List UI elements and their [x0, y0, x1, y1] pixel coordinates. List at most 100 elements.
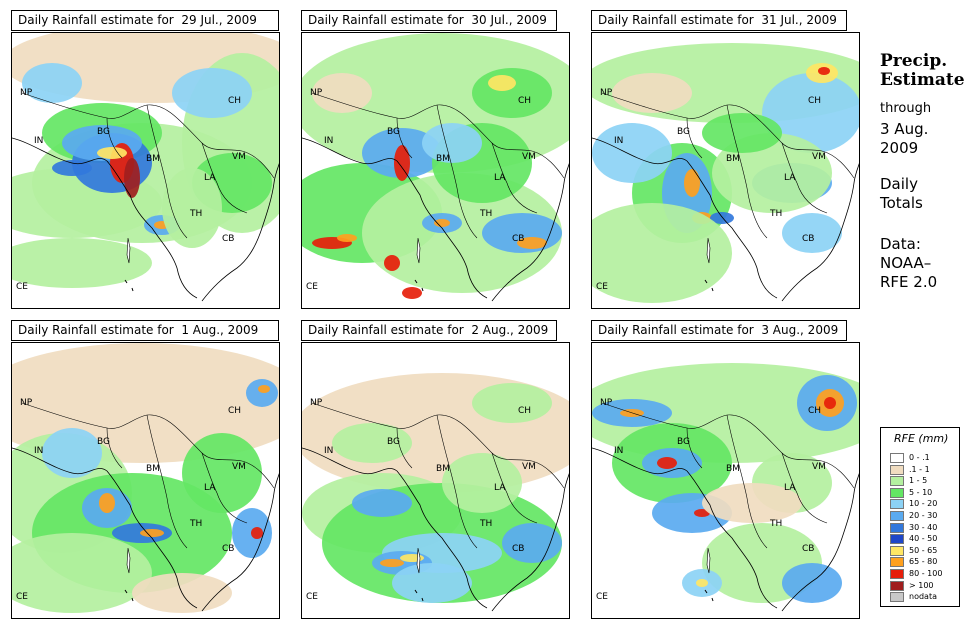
country-label-la: LA [784, 173, 796, 183]
data-source-line-2: NOAA– [880, 254, 932, 272]
totals-line-2: Totals [880, 194, 923, 212]
country-label-in: IN [34, 136, 44, 146]
rainfall-area [12, 533, 152, 613]
legend-swatch [890, 580, 904, 591]
legend-label: 10 - 20 [909, 499, 938, 509]
rainfall-area [392, 563, 472, 603]
rainfall-area [362, 173, 562, 293]
country-label-ch: CH [808, 96, 822, 106]
legend-label: .1 - 1 [909, 464, 930, 474]
map-canvas [592, 33, 859, 308]
country-label-in: IN [614, 446, 624, 456]
rainfall-area [162, 168, 222, 248]
legend-swatch [890, 499, 904, 510]
legend-swatch [890, 522, 904, 533]
rainfall-area [384, 255, 400, 271]
country-borders [311, 92, 565, 239]
rainfall-area [762, 73, 859, 153]
map-canvas [302, 33, 569, 308]
country-label-la: LA [204, 483, 216, 493]
country-label-cb: CB [512, 234, 525, 244]
rainfall-map: NP CH IN BG BM VM LA TH CB CE [301, 342, 570, 619]
legend-swatch [890, 476, 904, 487]
rainfall-area [352, 489, 412, 517]
rainfall-area [782, 563, 842, 603]
rainfall-area [380, 559, 404, 567]
rainfall-map: NP CH IN BG BM VM LA TH CB CE [301, 32, 570, 309]
rainfall-area [246, 379, 278, 407]
country-label-vm: VM [812, 152, 826, 162]
through-label: through [880, 101, 932, 116]
coastline [12, 137, 279, 302]
island [414, 589, 424, 602]
legend-swatch [890, 557, 904, 568]
country-label-cb: CB [802, 544, 815, 554]
rainfall-area [422, 123, 482, 163]
rainfall-area [394, 145, 410, 181]
legend-swatch [890, 464, 904, 475]
country-label-ch: CH [518, 406, 532, 416]
rainfall-area [12, 238, 152, 288]
rainfall-area [140, 529, 164, 537]
country-label-ce: CE [306, 282, 318, 292]
country-label-in: IN [34, 446, 44, 456]
legend-label: 40 - 50 [909, 534, 938, 544]
country-borders [311, 402, 565, 549]
rainfall-area [22, 63, 82, 103]
panel-title: Daily Rainfall estimate for 31 Jul., 200… [591, 10, 847, 31]
country-label-th: TH [770, 519, 783, 529]
through-date-line-2: 2009 [880, 139, 919, 157]
country-label-vm: VM [522, 462, 536, 472]
country-label-np: NP [20, 398, 33, 408]
rainfall-area [488, 75, 516, 91]
country-label-ce: CE [306, 592, 318, 602]
rainfall-area [172, 68, 252, 118]
country-label-la: LA [784, 483, 796, 493]
island [704, 589, 714, 602]
island [124, 589, 134, 602]
island [706, 547, 711, 574]
legend-swatch [890, 545, 904, 556]
rainfall-area [312, 73, 372, 113]
country-label-np: NP [20, 88, 33, 98]
country-borders [601, 402, 855, 549]
country-label-np: NP [310, 398, 323, 408]
rainfall-map: NP CH IN BG BM VM LA TH CB CE [11, 342, 280, 619]
rainfall-area [442, 453, 522, 513]
title-line-1: Precip. [880, 51, 948, 71]
rainfall-area [684, 169, 700, 197]
legend-label: 50 - 65 [909, 545, 938, 555]
legend-label: 20 - 30 [909, 511, 938, 520]
country-label-bm: BM [436, 154, 450, 164]
rainfall-area [42, 428, 102, 478]
country-label-bg: BG [97, 127, 110, 137]
rainfall-area [696, 579, 708, 587]
country-label-ce: CE [16, 592, 28, 602]
legend-label: 65 - 80 [909, 557, 938, 567]
island [416, 237, 421, 264]
rainfall-area [702, 113, 782, 153]
country-label-ce: CE [596, 282, 608, 292]
rainfall-area [824, 397, 836, 409]
rainfall-area [657, 457, 677, 469]
country-label-cb: CB [512, 544, 525, 554]
country-label-np: NP [600, 398, 613, 408]
coastline [302, 447, 569, 612]
country-label-bg: BG [677, 437, 690, 447]
island [124, 279, 134, 292]
legend-label: 0 - .1 [909, 453, 930, 462]
country-label-ch: CH [518, 96, 532, 106]
rainfall-area [258, 385, 270, 393]
rainfall-area [502, 523, 562, 563]
legend-swatch [890, 453, 904, 463]
data-source-line-3: RFE 2.0 [880, 273, 938, 291]
legend-swatch [890, 569, 904, 579]
country-label-bm: BM [146, 464, 160, 474]
country-borders [601, 92, 855, 239]
country-label-th: TH [480, 519, 493, 529]
legend-swatch [890, 511, 904, 521]
legend-label: 5 - 10 [909, 487, 933, 497]
country-label-np: NP [600, 88, 613, 98]
map-canvas [592, 343, 859, 618]
map-canvas [12, 33, 279, 308]
